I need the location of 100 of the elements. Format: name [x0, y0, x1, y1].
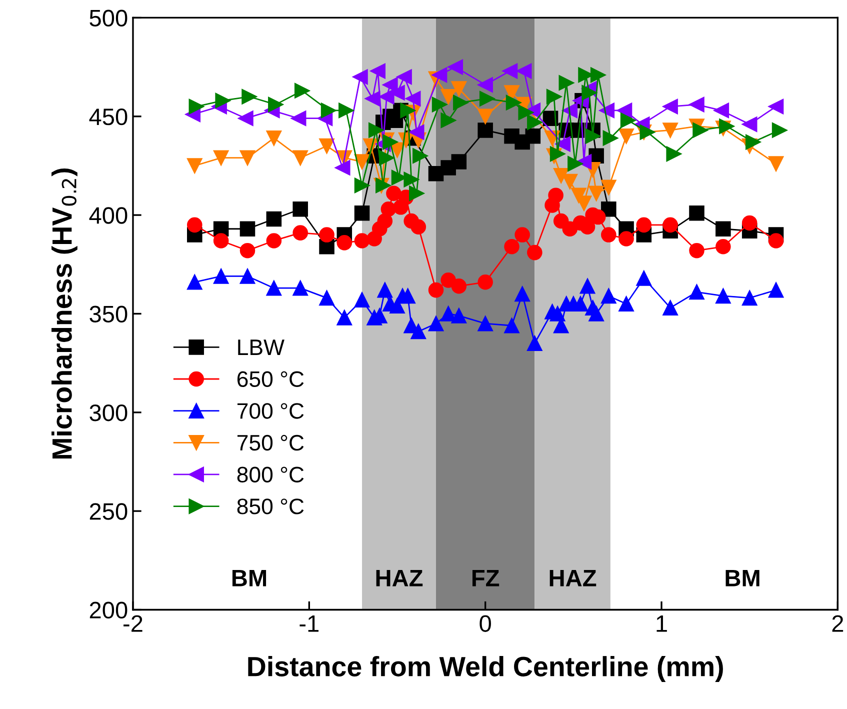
point	[662, 300, 678, 316]
point	[292, 202, 308, 217]
legend-label: 650 °C	[237, 371, 304, 387]
point	[213, 233, 229, 248]
point	[410, 219, 426, 235]
point	[404, 172, 419, 188]
point	[386, 186, 402, 201]
band-label: HAZ	[376, 570, 423, 586]
point	[745, 134, 761, 150]
point	[553, 168, 569, 184]
point	[768, 98, 784, 114]
point	[432, 96, 448, 112]
point	[240, 242, 256, 258]
point	[213, 268, 229, 284]
point	[504, 318, 520, 334]
point	[238, 110, 254, 126]
y-tick-label: 350	[90, 306, 128, 323]
point	[582, 85, 597, 100]
point	[453, 94, 468, 110]
point	[618, 296, 634, 312]
point	[742, 116, 758, 132]
x-tick-label: 2	[832, 615, 844, 632]
legend-label: 750 °C	[237, 434, 304, 451]
y-tick-label: 500	[90, 10, 128, 27]
point	[719, 118, 734, 134]
point	[448, 59, 464, 75]
point	[428, 316, 444, 332]
point	[396, 69, 412, 85]
point	[636, 270, 652, 286]
point	[266, 130, 282, 146]
point	[292, 280, 308, 296]
point	[352, 69, 368, 85]
annotation: BM	[726, 570, 760, 586]
point	[354, 154, 370, 170]
point	[410, 324, 426, 340]
band-label: FZ	[472, 570, 500, 586]
point	[290, 110, 306, 126]
point	[689, 242, 704, 258]
point	[338, 102, 354, 118]
point	[620, 112, 636, 128]
point	[716, 221, 731, 237]
point	[319, 227, 334, 242]
point	[405, 90, 421, 106]
point	[506, 94, 522, 110]
x-tick-label: 1	[656, 615, 667, 632]
point	[268, 96, 284, 112]
point	[662, 98, 678, 114]
point	[412, 148, 428, 164]
point	[504, 239, 520, 254]
point	[354, 233, 370, 248]
y-tick-label: 300	[90, 404, 128, 422]
point	[451, 154, 467, 170]
point	[336, 235, 352, 250]
point	[558, 75, 574, 90]
point	[562, 102, 578, 118]
point	[546, 89, 562, 104]
annotation: BM	[232, 570, 266, 586]
point	[601, 288, 616, 304]
point	[716, 239, 731, 254]
point	[377, 213, 393, 229]
point	[602, 130, 618, 146]
point	[187, 158, 202, 174]
point	[514, 286, 530, 302]
point	[336, 310, 352, 326]
point	[689, 284, 704, 300]
point	[478, 274, 493, 290]
point	[601, 227, 616, 242]
point	[527, 336, 542, 351]
legend-label: 850 °C	[237, 498, 304, 514]
point	[716, 288, 731, 304]
point	[408, 124, 424, 140]
point	[354, 292, 370, 308]
y-tick-label: 400	[89, 207, 128, 224]
point	[408, 186, 424, 201]
point	[588, 306, 604, 322]
point	[451, 308, 467, 324]
point	[580, 219, 596, 235]
point	[548, 188, 564, 203]
point	[618, 231, 634, 246]
point	[354, 205, 370, 221]
point	[368, 122, 384, 138]
point	[692, 122, 708, 138]
point	[319, 290, 334, 306]
legend-label: LBW	[238, 340, 284, 355]
point	[588, 186, 604, 201]
point	[768, 156, 784, 172]
point	[772, 122, 788, 138]
point	[527, 114, 542, 130]
point	[478, 316, 493, 332]
point	[562, 174, 578, 190]
point	[215, 92, 230, 108]
band-label: HAZ	[550, 570, 596, 586]
x-tick-label: -1	[300, 615, 318, 632]
point	[662, 122, 678, 138]
point	[590, 67, 606, 83]
point	[550, 306, 566, 322]
point	[514, 227, 530, 242]
point	[428, 282, 444, 298]
point	[451, 278, 467, 294]
point	[240, 268, 256, 284]
